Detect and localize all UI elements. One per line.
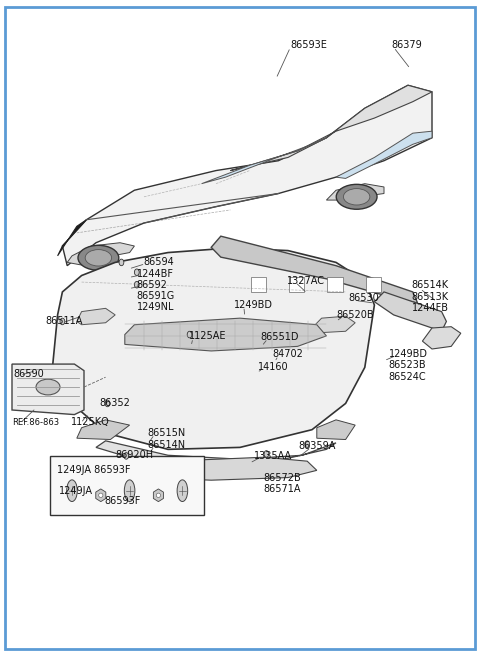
Ellipse shape bbox=[187, 331, 192, 338]
Ellipse shape bbox=[264, 451, 269, 457]
Text: 86571A: 86571A bbox=[263, 484, 300, 495]
Ellipse shape bbox=[134, 281, 139, 288]
Text: 86520B: 86520B bbox=[336, 310, 373, 320]
Polygon shape bbox=[211, 236, 418, 303]
Ellipse shape bbox=[85, 249, 111, 266]
Polygon shape bbox=[96, 489, 106, 502]
Polygon shape bbox=[312, 316, 355, 333]
Ellipse shape bbox=[78, 245, 119, 270]
Ellipse shape bbox=[36, 379, 60, 395]
Bar bbox=[289, 277, 304, 292]
Text: 86594: 86594 bbox=[143, 257, 174, 268]
Polygon shape bbox=[77, 308, 115, 325]
Text: 86352: 86352 bbox=[100, 398, 131, 409]
Text: 84702: 84702 bbox=[272, 349, 303, 359]
Text: 14160: 14160 bbox=[258, 362, 288, 373]
Polygon shape bbox=[12, 364, 84, 415]
Polygon shape bbox=[53, 248, 374, 449]
Text: 1249BD: 1249BD bbox=[389, 349, 428, 359]
Ellipse shape bbox=[177, 480, 188, 501]
Text: 86514K: 86514K bbox=[412, 280, 449, 291]
Ellipse shape bbox=[67, 480, 77, 501]
Polygon shape bbox=[139, 457, 317, 480]
Text: 86551D: 86551D bbox=[261, 332, 299, 342]
Text: 86524C: 86524C bbox=[389, 371, 426, 382]
Text: 86515N: 86515N bbox=[147, 428, 185, 438]
Polygon shape bbox=[317, 420, 355, 440]
Polygon shape bbox=[62, 85, 432, 266]
Polygon shape bbox=[125, 318, 326, 351]
Polygon shape bbox=[374, 292, 446, 331]
Polygon shape bbox=[77, 420, 130, 440]
Text: 86514N: 86514N bbox=[147, 440, 185, 450]
Polygon shape bbox=[326, 184, 384, 200]
Text: 1125AE: 1125AE bbox=[189, 331, 226, 341]
Text: 1244FB: 1244FB bbox=[412, 303, 449, 314]
Polygon shape bbox=[230, 85, 432, 171]
Text: 86593E: 86593E bbox=[290, 39, 327, 50]
Text: 1125KQ: 1125KQ bbox=[71, 417, 110, 428]
Text: 86523B: 86523B bbox=[389, 360, 426, 371]
Ellipse shape bbox=[60, 318, 65, 325]
Text: 86593F: 86593F bbox=[105, 495, 141, 506]
Ellipse shape bbox=[305, 441, 310, 447]
Text: 86590: 86590 bbox=[13, 369, 44, 379]
Polygon shape bbox=[422, 327, 461, 349]
Bar bbox=[366, 277, 381, 292]
Text: 86513K: 86513K bbox=[412, 291, 449, 302]
Text: 1249JA 86593F: 1249JA 86593F bbox=[57, 465, 130, 476]
Text: 1335AA: 1335AA bbox=[254, 451, 292, 461]
Text: REF.86-863: REF.86-863 bbox=[12, 418, 59, 427]
Ellipse shape bbox=[336, 184, 377, 209]
Ellipse shape bbox=[134, 269, 139, 276]
Text: 1244BF: 1244BF bbox=[137, 268, 174, 279]
Ellipse shape bbox=[344, 189, 370, 205]
Polygon shape bbox=[202, 138, 326, 184]
FancyBboxPatch shape bbox=[50, 456, 204, 515]
Text: 86379: 86379 bbox=[391, 39, 422, 50]
Polygon shape bbox=[58, 220, 86, 256]
Polygon shape bbox=[336, 131, 432, 178]
Text: 1327AC: 1327AC bbox=[287, 276, 324, 286]
Text: 86920H: 86920H bbox=[115, 449, 153, 460]
Ellipse shape bbox=[124, 480, 135, 501]
Ellipse shape bbox=[99, 493, 103, 497]
Polygon shape bbox=[67, 243, 134, 265]
Ellipse shape bbox=[124, 453, 129, 459]
Text: 1249BD: 1249BD bbox=[234, 300, 273, 310]
Bar bbox=[327, 277, 343, 292]
Text: 86511A: 86511A bbox=[46, 316, 83, 327]
Text: 86591G: 86591G bbox=[137, 291, 175, 301]
Ellipse shape bbox=[119, 259, 124, 266]
Text: 86592: 86592 bbox=[137, 279, 168, 290]
Text: 86359A: 86359A bbox=[299, 441, 336, 451]
Polygon shape bbox=[96, 441, 336, 464]
Text: 86572B: 86572B bbox=[263, 472, 301, 483]
Text: 1249NL: 1249NL bbox=[137, 302, 174, 312]
Ellipse shape bbox=[156, 493, 160, 497]
Ellipse shape bbox=[105, 400, 110, 407]
Text: 86530: 86530 bbox=[348, 293, 379, 304]
Polygon shape bbox=[154, 489, 163, 502]
Text: 1249JA: 1249JA bbox=[59, 485, 93, 496]
Bar bbox=[251, 277, 266, 292]
